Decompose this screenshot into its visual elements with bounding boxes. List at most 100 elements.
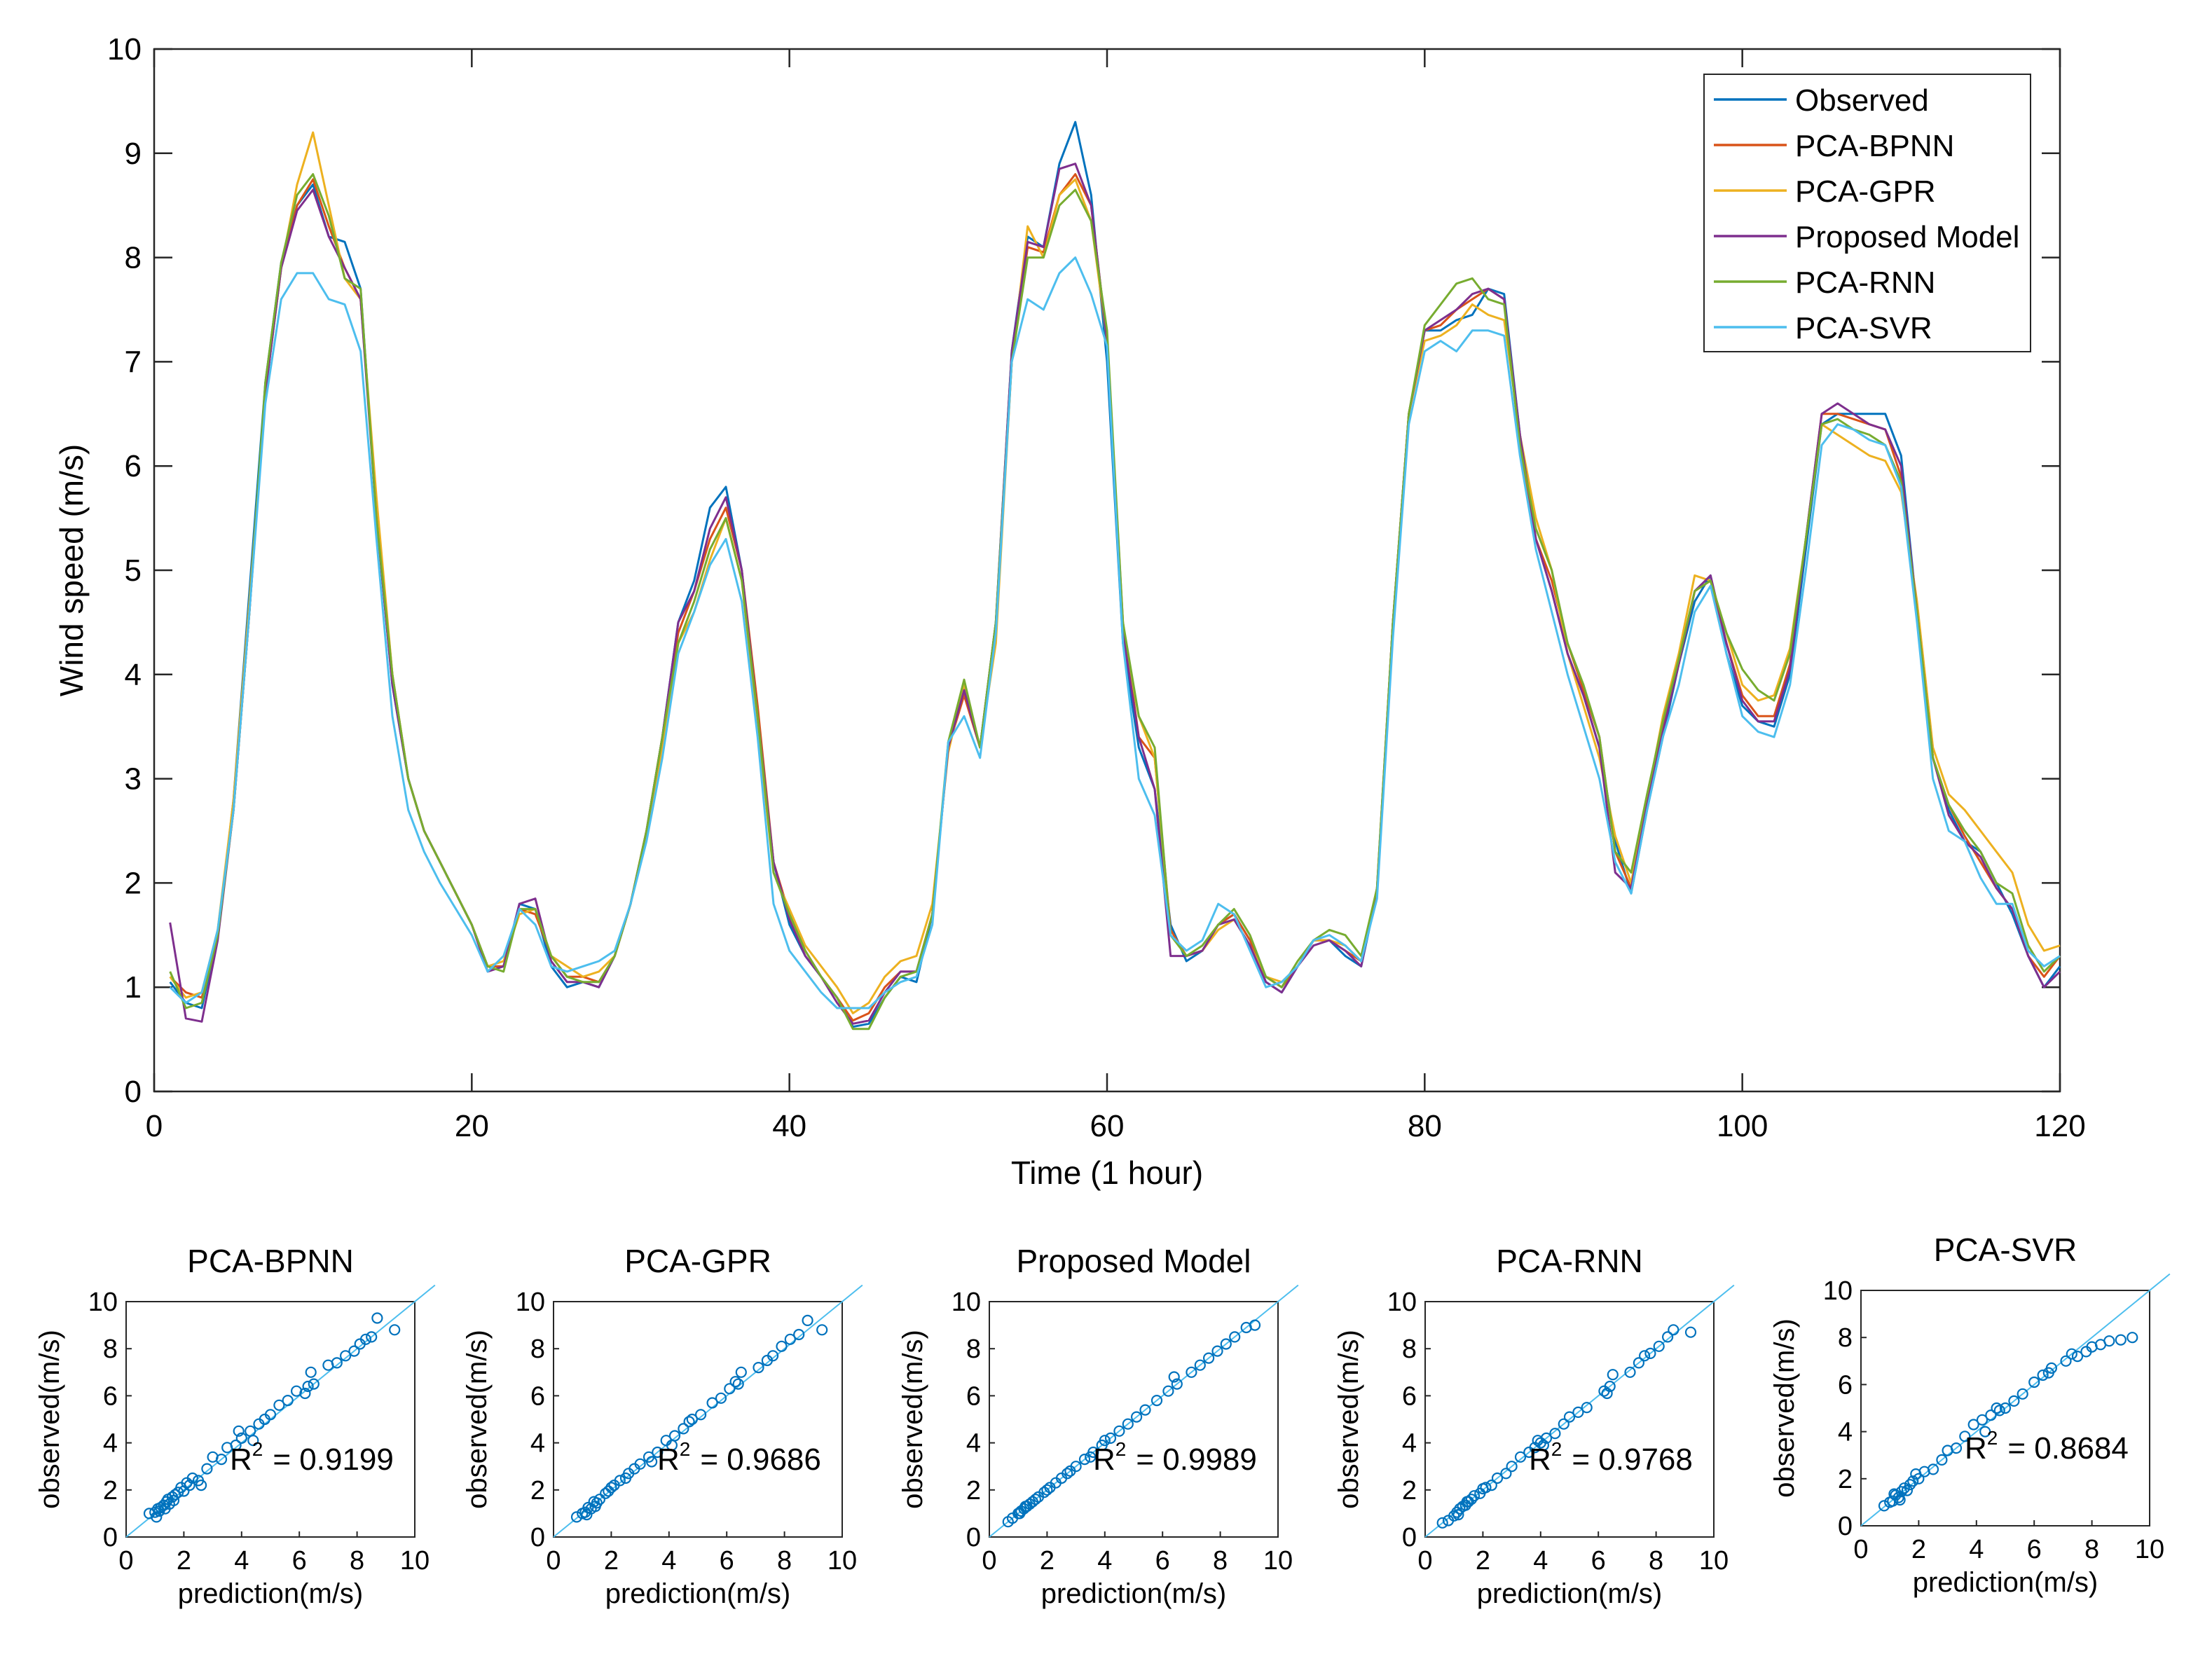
y-tick-label: 6: [1838, 1370, 1853, 1400]
scatter-point: [1168, 1371, 1180, 1383]
scatter-point: [753, 1362, 764, 1374]
x-tick-label: 4: [1533, 1546, 1548, 1576]
main-y-axis-label: Wind speed (m/s): [53, 444, 90, 696]
scatter-point: [1959, 1431, 1971, 1442]
scatter-marks: 0 2 4 6 8 10 0 2 4 6 8 10: [516, 1284, 863, 1576]
y-tick-label: 8: [1402, 1335, 1417, 1364]
scatter-point: [706, 1397, 718, 1409]
y-tick-label: 2: [1402, 1476, 1417, 1505]
main-series-lines: [169, 120, 2061, 1031]
x-tick-label: 8: [1649, 1546, 1663, 1576]
scatter-point: [195, 1480, 207, 1491]
scatter-point: [1927, 1463, 1939, 1475]
legend: Observed PCA-BPNN PCA-GPR Proposed Model PCA…: [1703, 74, 2031, 352]
scatter-x-axis-label: prediction(m/s): [605, 1578, 791, 1609]
scatter-title: PCA-SVR: [1934, 1232, 2077, 1268]
x-tick-label: 8: [1213, 1546, 1228, 1576]
scatter-point: [1907, 1475, 1919, 1487]
scatter-point: [2127, 1332, 2138, 1344]
y-tick-label: 0: [1402, 1523, 1417, 1552]
y-tick-label: 6: [1402, 1381, 1417, 1411]
scatter-point: [184, 1480, 195, 1491]
scatter-r2-sup: 2: [680, 1438, 691, 1460]
x-tick-label: 6: [1155, 1546, 1170, 1576]
scatter-point: [1644, 1347, 1656, 1359]
scatter-point: [816, 1324, 828, 1336]
scatter-point: [1604, 1380, 1616, 1393]
scatter-point: [634, 1458, 646, 1470]
scatter-x-axis-label: prediction(m/s): [1477, 1578, 1663, 1609]
scatter-point: [1549, 1428, 1561, 1440]
scatter-y-axis-label: observed(m/s): [1769, 1318, 1800, 1498]
scatter-marks: 0 2 4 6 8 10 0 2 4 6 8 10: [1823, 1273, 2171, 1564]
scatter-point: [605, 1482, 617, 1494]
scatter-point: [2037, 1369, 2049, 1381]
scatter-x-axis-label: prediction(m/s): [178, 1578, 364, 1609]
scatter-point: [186, 1472, 198, 1484]
scatter-point: [732, 1378, 744, 1390]
scatter-point: [153, 1505, 165, 1517]
x-tick-label: 6: [720, 1546, 734, 1576]
y-tick-label: 7: [125, 345, 142, 379]
scatter-point: [683, 1416, 695, 1428]
scatter-point: [1194, 1359, 1206, 1371]
x-tick-label: 4: [1097, 1546, 1112, 1576]
y-tick-label: 2: [1838, 1465, 1853, 1494]
scatter-point: [1661, 1331, 1674, 1343]
scatter-r2-label: R2 = 0.8684: [1965, 1427, 2129, 1466]
scatter-point: [1162, 1385, 1174, 1397]
x-tick-label: 10: [2135, 1535, 2164, 1564]
scatter-point: [600, 1487, 612, 1499]
scatter-point: [1601, 1387, 1613, 1400]
y-tick-label: 8: [103, 1335, 118, 1364]
scatter-point: [735, 1366, 747, 1378]
scatter-point: [1113, 1425, 1125, 1437]
scatter-point: [1019, 1501, 1031, 1512]
scatter-point: [247, 1435, 259, 1447]
scatter-point: [1220, 1338, 1232, 1350]
scatter-point: [1999, 1402, 2012, 1414]
reference-line: [1860, 1273, 2171, 1526]
scatter-point: [1572, 1406, 1584, 1418]
scatter-point: [1901, 1484, 1913, 1496]
scatter-point: [1563, 1411, 1576, 1423]
y-tick-label: 2: [530, 1476, 545, 1505]
y-tick-label: 10: [516, 1288, 545, 1317]
scatter-point: [1976, 1414, 1988, 1426]
scatter-point: [1910, 1468, 1922, 1480]
scatter-point: [2115, 1334, 2127, 1346]
scatter-point: [1888, 1488, 1900, 1500]
scatter-point: [1448, 1510, 1460, 1522]
scatter-title: Proposed Model: [1017, 1243, 1251, 1279]
x-tick-label: 10: [400, 1546, 430, 1576]
scatter-point: [389, 1324, 401, 1336]
x-tick-label: 2: [177, 1546, 191, 1576]
scatter-point: [162, 1494, 174, 1505]
y-tick-label: 1: [125, 970, 142, 1005]
scatter-point: [1139, 1404, 1151, 1416]
scatter-point: [666, 1439, 678, 1452]
scatter-point: [340, 1350, 352, 1362]
scatter-point: [1041, 1484, 1053, 1496]
y-tick-label: 4: [103, 1429, 118, 1459]
scatter-point: [1500, 1468, 1512, 1480]
y-tick-label: 10: [1387, 1288, 1417, 1317]
scatter-point: [1639, 1350, 1651, 1362]
y-tick-label: 0: [966, 1523, 981, 1552]
scatter-point: [1249, 1319, 1261, 1331]
scatter-point: [1950, 1442, 1963, 1454]
scatter-point: [1099, 1435, 1111, 1447]
scatter-point: [724, 1383, 736, 1395]
x-tick-label: 0: [982, 1546, 996, 1576]
scatter-x-axis-label: prediction(m/s): [1041, 1578, 1227, 1609]
scatter-point: [1537, 1439, 1549, 1452]
scatter-point: [1062, 1468, 1073, 1480]
legend-label: Observed: [1795, 83, 1929, 118]
y-tick-label: 4: [1402, 1429, 1417, 1459]
x-tick-label: 80: [1408, 1109, 1442, 1143]
scatter-point: [1203, 1352, 1215, 1364]
scatter-point: [305, 1366, 317, 1378]
